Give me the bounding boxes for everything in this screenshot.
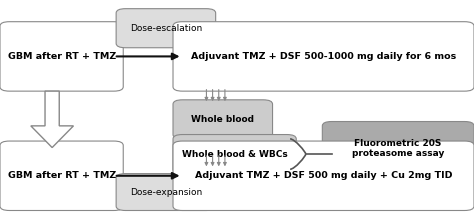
Text: Adjuvant TMZ + DSF 500-1000 mg daily for 6 mos: Adjuvant TMZ + DSF 500-1000 mg daily for… [191,52,456,61]
Text: Fluorometric 20S
proteasome assay: Fluorometric 20S proteasome assay [352,139,444,158]
Text: GBM after RT + TMZ: GBM after RT + TMZ [8,52,116,61]
Text: Dose-expansion: Dose-expansion [130,187,202,197]
Text: Whole blood: Whole blood [191,115,254,124]
Text: GBM after RT + TMZ: GBM after RT + TMZ [8,171,116,180]
FancyBboxPatch shape [173,141,474,210]
Polygon shape [31,91,73,148]
FancyBboxPatch shape [116,174,216,210]
FancyBboxPatch shape [173,22,474,91]
FancyBboxPatch shape [322,122,474,176]
FancyBboxPatch shape [173,100,273,139]
FancyBboxPatch shape [173,135,296,174]
FancyBboxPatch shape [0,141,123,210]
FancyBboxPatch shape [116,9,216,48]
Text: Whole blood & WBCs: Whole blood & WBCs [182,150,288,159]
Text: Dose-escalation: Dose-escalation [130,24,202,33]
FancyBboxPatch shape [0,22,123,91]
Text: Adjuvant TMZ + DSF 500 mg daily + Cu 2mg TID: Adjuvant TMZ + DSF 500 mg daily + Cu 2mg… [195,171,452,180]
